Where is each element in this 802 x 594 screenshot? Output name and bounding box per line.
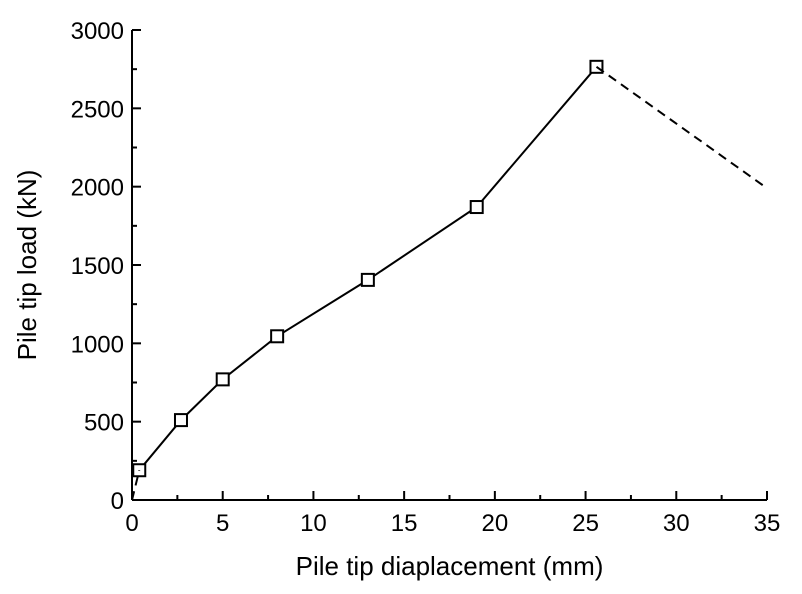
x-tick-label: 30 (663, 510, 690, 537)
data-point-marker (173, 413, 188, 428)
data-point-marker (589, 59, 604, 74)
y-axis-label: Pile tip load (kN) (12, 170, 42, 361)
data-point-marker (360, 272, 375, 287)
y-tick-label: 2000 (71, 175, 124, 202)
y-tick-label: 0 (111, 488, 124, 515)
x-tick-label: 10 (300, 510, 327, 537)
y-tick-label: 500 (84, 410, 124, 437)
series-line (138, 66, 598, 471)
axes-layer (131, 30, 767, 501)
y-tick-label: 1500 (71, 253, 124, 280)
y-tick-label: 2500 (71, 96, 124, 123)
y-tick-label: 3000 (71, 18, 124, 45)
data-point-marker (270, 329, 285, 344)
ticks-layer: 0 5 10 15 20 25 30 35 0 500 1000 1500 2000 2500 3000 (71, 18, 781, 537)
dashed-series-line (595, 65, 768, 190)
data-point-marker (215, 372, 230, 387)
series-layer (131, 59, 768, 501)
y-tick-label: 1000 (71, 331, 124, 358)
data-point-marker (469, 200, 484, 215)
x-axis-label: Pile tip diaplacement (mm) (296, 551, 604, 581)
dashed-series-line (131, 469, 141, 501)
x-tick-label: 35 (754, 510, 781, 537)
x-tick-label: 25 (572, 510, 599, 537)
x-tick-label: 0 (125, 510, 138, 537)
x-tick-label: 15 (391, 510, 418, 537)
x-tick-label: 5 (216, 510, 229, 537)
x-tick-label: 20 (482, 510, 509, 537)
